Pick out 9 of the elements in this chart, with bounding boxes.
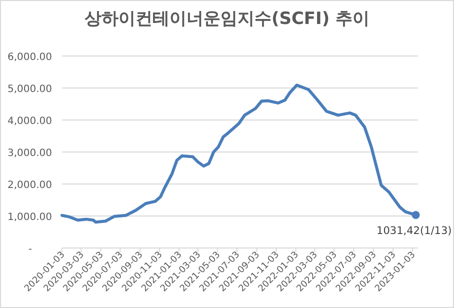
- annotation: 1031,42(1/13): [376, 224, 452, 237]
- y-tick-label: -: [28, 244, 32, 255]
- y-tick-label: 4,000.00: [7, 116, 52, 127]
- y-tick-label: 6,000.00: [7, 52, 52, 63]
- chart-title: 상하이컨테이너운임지수(SCFI) 추이: [84, 9, 370, 29]
- y-tick-label: 2,000.00: [7, 180, 52, 191]
- y-tick-label: 3,000.00: [7, 148, 52, 159]
- y-tick-label: 1,000.00: [7, 212, 52, 223]
- y-tick-label: 5,000.00: [7, 84, 52, 95]
